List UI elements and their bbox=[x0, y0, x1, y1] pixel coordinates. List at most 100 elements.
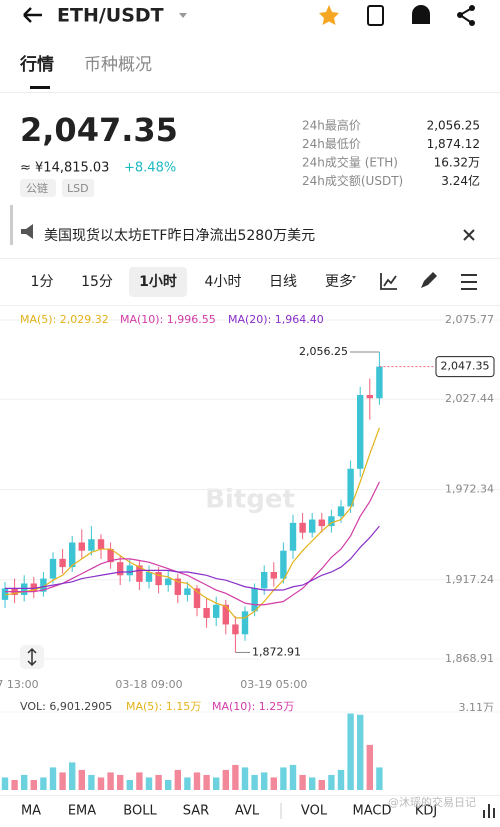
volume-bar bbox=[78, 769, 85, 790]
high-label: 2,056.25 bbox=[299, 345, 348, 358]
candle-body bbox=[280, 550, 287, 579]
divider bbox=[0, 795, 500, 796]
indicator-tab[interactable]: BOLL bbox=[123, 804, 157, 819]
interval-tab[interactable]: 日线 bbox=[269, 274, 297, 290]
pair-title[interactable]: ETH/USDT bbox=[57, 5, 164, 27]
low-label: 1,872.91 bbox=[252, 645, 301, 658]
ma-legend: MA(20): 1,964.40 bbox=[228, 313, 324, 326]
candle-body bbox=[241, 611, 249, 635]
candle-body bbox=[347, 468, 354, 507]
candle-body bbox=[328, 516, 335, 527]
indicator-tab[interactable]: EMA bbox=[68, 804, 96, 819]
volume-bar bbox=[88, 774, 95, 790]
candle-body bbox=[21, 583, 28, 595]
volume-bar bbox=[1, 777, 9, 790]
interval-selected-bg bbox=[129, 267, 187, 297]
ma-legend: MA(10): 1,996.55 bbox=[120, 313, 216, 326]
candle-body bbox=[69, 542, 76, 568]
ma-legend: MA(5): 2,029.32 bbox=[20, 313, 109, 326]
interval-tab[interactable]: 4小时 bbox=[205, 274, 242, 290]
y-tick-label: 1,917.24 bbox=[445, 573, 494, 586]
scale-icon bbox=[27, 647, 37, 667]
stat-value: 2,056.25 bbox=[427, 119, 480, 133]
volume-bar bbox=[203, 774, 210, 790]
alert-icon[interactable] bbox=[412, 5, 430, 24]
interval-tab[interactable]: 15分 bbox=[81, 274, 113, 290]
candle-body bbox=[232, 624, 239, 635]
tag: 公链 bbox=[26, 181, 48, 195]
candle-body bbox=[213, 604, 220, 618]
interval-tab[interactable]: 更多 bbox=[325, 273, 353, 290]
ma-line bbox=[4, 427, 380, 619]
volume-bar bbox=[49, 767, 57, 790]
volume-bar bbox=[232, 764, 239, 790]
tab[interactable]: 币种概况 bbox=[84, 55, 152, 75]
candle-body bbox=[97, 539, 105, 550]
candle-body bbox=[88, 539, 95, 551]
indicator-tab[interactable]: MA bbox=[21, 804, 41, 819]
candle-body bbox=[145, 571, 153, 582]
volume-bar bbox=[366, 744, 373, 790]
current-price-box bbox=[435, 356, 495, 378]
indicator-tab[interactable]: MACD bbox=[353, 804, 392, 819]
indicator-tab[interactable]: SAR bbox=[183, 804, 209, 819]
vol-tick-label: 3.11万 bbox=[459, 701, 495, 714]
chart-type-icon[interactable] bbox=[380, 273, 397, 290]
news[interactable]: 美国现货以太坊ETF昨日净流出5280万美元 bbox=[44, 227, 315, 244]
divider bbox=[0, 305, 500, 306]
interval-tab[interactable]: 1分 bbox=[31, 274, 54, 290]
candle-body bbox=[126, 565, 133, 576]
indicator-settings-icon[interactable] bbox=[483, 804, 495, 818]
close-icon[interactable] bbox=[463, 229, 475, 241]
candle-body bbox=[270, 571, 277, 579]
volume-bar bbox=[299, 774, 306, 790]
candle-body bbox=[107, 549, 114, 563]
indicator-tab[interactable]: KDJ bbox=[415, 804, 437, 819]
news-bar bbox=[10, 205, 13, 245]
stat-label: 24h成交额(USDT) bbox=[302, 173, 403, 188]
volume-bar bbox=[261, 772, 268, 790]
candle-body bbox=[174, 578, 181, 595]
volume-bar bbox=[318, 779, 325, 790]
volume-bar bbox=[40, 777, 47, 790]
volume-bar bbox=[328, 774, 335, 790]
interval-tab[interactable]: 1小时 bbox=[139, 273, 177, 290]
indicator-tab[interactable]: AVL bbox=[235, 804, 260, 819]
candle-body bbox=[49, 558, 57, 579]
stat-value: 16.32万 bbox=[434, 156, 480, 170]
candle-body bbox=[357, 395, 364, 469]
volume-bar bbox=[136, 772, 143, 790]
draw-icon[interactable] bbox=[421, 272, 437, 288]
candle-body bbox=[261, 571, 268, 589]
y-tick-label: 2,027.44 bbox=[445, 392, 494, 405]
volume-bar bbox=[107, 772, 114, 790]
candle-body bbox=[337, 506, 345, 517]
share-icon[interactable] bbox=[457, 5, 475, 26]
volume-bar bbox=[117, 774, 124, 790]
tab-active[interactable]: 行情 bbox=[19, 54, 54, 75]
speaker-icon bbox=[21, 224, 33, 239]
volume-bar bbox=[30, 779, 37, 790]
favorite-icon[interactable] bbox=[319, 5, 339, 25]
volume-bar bbox=[213, 777, 220, 790]
volume-bar bbox=[270, 777, 277, 790]
volume-bar bbox=[309, 777, 316, 790]
candle-body bbox=[289, 522, 297, 551]
tag-bg bbox=[62, 179, 94, 197]
volume-bar bbox=[21, 774, 28, 790]
back-icon[interactable] bbox=[23, 7, 42, 23]
indicator-tab[interactable]: VOL bbox=[301, 804, 328, 819]
stat-value: 3.24亿 bbox=[441, 173, 480, 188]
y-tick-label: 1,868.91 bbox=[445, 652, 494, 665]
candle-body bbox=[117, 562, 124, 576]
candle-body bbox=[309, 519, 316, 533]
x-tick-label: 03-17 13:00 bbox=[0, 678, 39, 691]
settings-icon[interactable] bbox=[461, 274, 477, 290]
pair-dropdown[interactable] bbox=[179, 13, 187, 18]
vol-legend: MA(10): 1.25万 bbox=[212, 700, 294, 713]
change: +8.48% bbox=[124, 161, 176, 176]
volume-bar bbox=[357, 714, 364, 790]
candle-body bbox=[184, 588, 191, 595]
note-icon[interactable] bbox=[367, 5, 384, 26]
